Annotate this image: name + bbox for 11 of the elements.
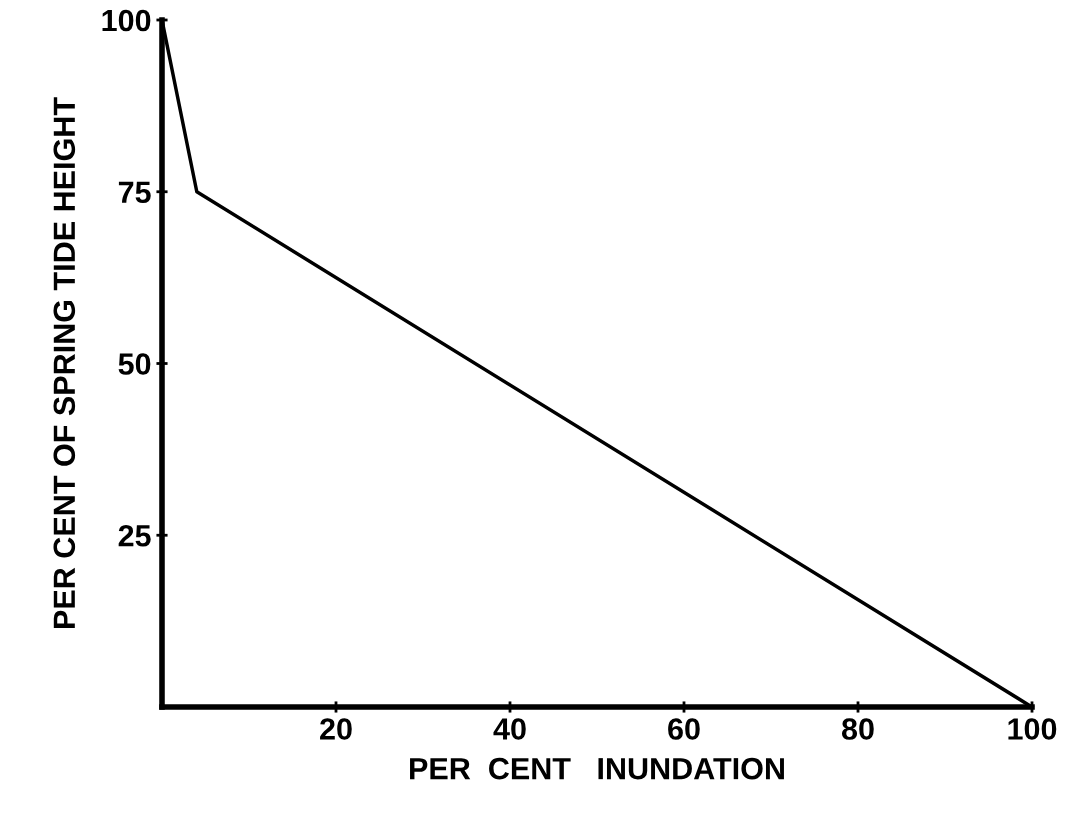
y-tick-label: 50	[118, 353, 151, 375]
y-axis-title: PER CENT OF SPRING TIDE HEIGHT	[53, 97, 76, 628]
y-tick-label: 100	[102, 9, 151, 32]
y-tick-label: 75	[118, 181, 151, 204]
y-tick-label: 25	[118, 524, 151, 547]
x-axis-title: PER CENT INUNDATION	[410, 757, 784, 780]
x-tick-label: 100	[1008, 718, 1057, 740]
x-tick-label: 60	[668, 718, 700, 740]
x-tick-label: 80	[841, 718, 874, 740]
x-tick-label: 20	[320, 718, 352, 740]
x-tick-label: 40	[493, 718, 526, 740]
